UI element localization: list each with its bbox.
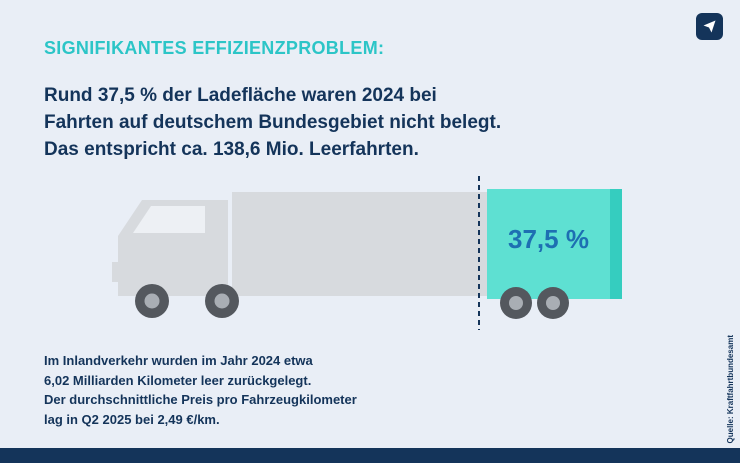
headline-line-1: Rund 37,5 % der Ladefläche waren 2024 be…	[44, 85, 437, 106]
empty-load-highlight	[487, 189, 610, 299]
truck-windshield	[133, 206, 205, 233]
footnote-line-1: Im Inlandverkehr wurden im Jahr 2024 etw…	[44, 353, 313, 368]
footnote-line-3: Der durchschnittliche Preis pro Fahrzeug…	[44, 392, 357, 407]
footer-bar	[0, 448, 740, 463]
footnote: Im Inlandverkehr wurden im Jahr 2024 etw…	[44, 351, 357, 429]
wheel-rear-2	[537, 287, 569, 319]
truck-illustration	[112, 176, 622, 330]
wheel-rear-1	[500, 287, 532, 319]
brand-logo-icon	[703, 20, 716, 33]
source-credit: Quelle: Kraftfahrtbundesamt	[726, 334, 735, 443]
brand-logo	[696, 13, 723, 40]
headline-line-3: Das entspricht ca. 138,6 Mio. Leerfahrte…	[44, 139, 419, 160]
page-title: SIGNIFIKANTES EFFIZIENZPROBLEM:	[44, 38, 385, 58]
wheel-front-2	[205, 284, 239, 318]
wheel-front-1	[135, 284, 169, 318]
empty-share-label: 37,5 %	[508, 224, 589, 254]
headline-line-2: Fahrten auf deutschem Bundesgebiet nicht…	[44, 112, 502, 133]
footnote-line-4: lag in Q2 2025 bei 2,49 €/km.	[44, 411, 220, 427]
footnote-line-2: 6,02 Milliarden Kilometer leer zurückgel…	[44, 372, 312, 388]
headline: Rund 37,5 % der Ladefläche waren 2024 be…	[44, 82, 501, 163]
empty-load-highlight-edge	[610, 189, 622, 299]
